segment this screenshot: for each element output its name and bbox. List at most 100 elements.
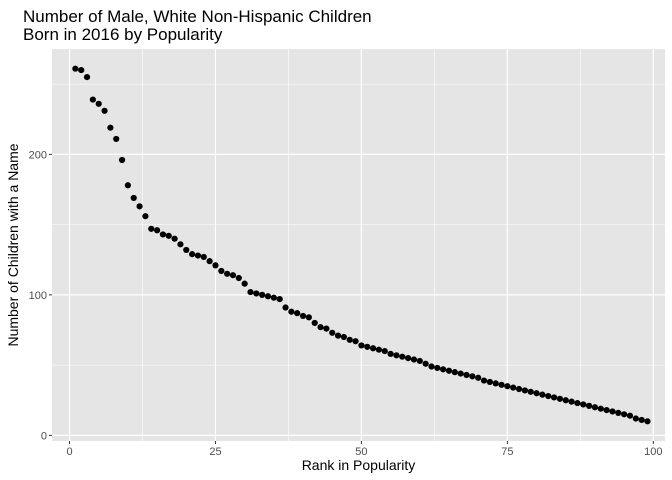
- data-point: [492, 380, 499, 387]
- data-point: [358, 342, 365, 349]
- data-point: [539, 391, 546, 398]
- data-point: [282, 304, 289, 311]
- data-point: [294, 310, 301, 317]
- major-gridlines: [52, 49, 665, 441]
- y-tick-label: 0: [41, 430, 47, 442]
- data-point: [89, 96, 96, 103]
- data-point: [218, 267, 225, 275]
- data-point: [352, 338, 359, 345]
- data-point: [83, 74, 91, 81]
- chart-title-line-1: Number of Male, White Non-Hispanic Child…: [23, 7, 372, 26]
- y-axis-title: Number of Children with a Name: [5, 143, 21, 346]
- data-point: [615, 409, 622, 416]
- data-point: [399, 353, 406, 360]
- data-point: [72, 65, 79, 72]
- data-point: [638, 416, 645, 424]
- data-point: [556, 395, 564, 402]
- data-point: [101, 107, 108, 114]
- data-point: [200, 253, 207, 261]
- data-point: [422, 360, 429, 367]
- data-point: [329, 329, 336, 336]
- data-point: [171, 235, 178, 242]
- data-point: [148, 225, 155, 232]
- data-point: [364, 343, 371, 350]
- data-point: [463, 371, 470, 379]
- x-tick-label: 75: [501, 446, 513, 458]
- data-point: [153, 227, 161, 234]
- data-point: [183, 246, 190, 254]
- data-point: [346, 336, 353, 343]
- data-point: [206, 258, 213, 265]
- data-point: [299, 312, 307, 320]
- data-point: [533, 390, 540, 397]
- data-point: [632, 415, 639, 422]
- minor-gridlines: [52, 49, 665, 441]
- data-point: [375, 346, 383, 353]
- data-point: [451, 369, 458, 376]
- data-point: [95, 100, 102, 107]
- data-point: [334, 332, 342, 339]
- data-point: [440, 366, 447, 373]
- data-point: [165, 232, 172, 239]
- data-point: [562, 397, 569, 404]
- data-point: [253, 290, 260, 297]
- data-point: [130, 194, 137, 202]
- data-point: [194, 252, 202, 259]
- data-point: [264, 293, 272, 300]
- data-point: [270, 294, 277, 301]
- data-point: [510, 384, 517, 391]
- data-point: [515, 385, 523, 393]
- data-point: [224, 270, 231, 277]
- data-point: [405, 355, 412, 362]
- data-point: [136, 203, 143, 210]
- data-point: [603, 406, 610, 414]
- data-point: [486, 378, 493, 386]
- y-axis-ticks: 0 100 200: [29, 149, 52, 442]
- x-axis-ticks: 0 25 50 75 100: [66, 441, 663, 458]
- data-point: [113, 135, 120, 143]
- data-point: [381, 347, 388, 355]
- x-tick-label: 50: [355, 446, 367, 458]
- data-point: [457, 370, 464, 377]
- data-point: [189, 251, 196, 258]
- data-point: [276, 295, 283, 303]
- data-point: [580, 401, 587, 408]
- data-point: [124, 182, 131, 189]
- data-point: [621, 411, 628, 418]
- plot-panel: [52, 49, 665, 441]
- data-point: [416, 357, 423, 365]
- data-point: [504, 383, 511, 390]
- x-tick-label: 25: [209, 446, 221, 458]
- data-point: [527, 388, 534, 395]
- data-point: [288, 308, 295, 315]
- data-point: [434, 364, 441, 372]
- data-point: [574, 399, 581, 407]
- data-point: [229, 272, 237, 279]
- data-point: [591, 404, 599, 411]
- data-point: [498, 381, 505, 388]
- data-point: [586, 402, 593, 409]
- data-point: [387, 350, 394, 357]
- x-axis-title: Rank in Popularity: [302, 457, 416, 473]
- data-point: [118, 156, 126, 164]
- data-point: [609, 408, 616, 415]
- data-point: [410, 356, 418, 363]
- data-point: [480, 377, 488, 384]
- data-point: [142, 213, 149, 220]
- y-tick-label: 100: [29, 290, 47, 302]
- y-tick-label: 200: [29, 149, 47, 161]
- data-point: [247, 288, 254, 296]
- data-point: [545, 392, 552, 400]
- data-point: [177, 241, 184, 248]
- chart-title-line-2: Born in 2016 by Popularity: [23, 25, 223, 44]
- data-point: [521, 387, 528, 394]
- data-point: [393, 352, 400, 359]
- data-point: [626, 412, 634, 419]
- data-point: [305, 314, 312, 321]
- data-point: [644, 418, 651, 425]
- data-point: [568, 398, 575, 405]
- data-point: [475, 374, 482, 381]
- data-point: [469, 373, 476, 380]
- data-point: [317, 324, 324, 331]
